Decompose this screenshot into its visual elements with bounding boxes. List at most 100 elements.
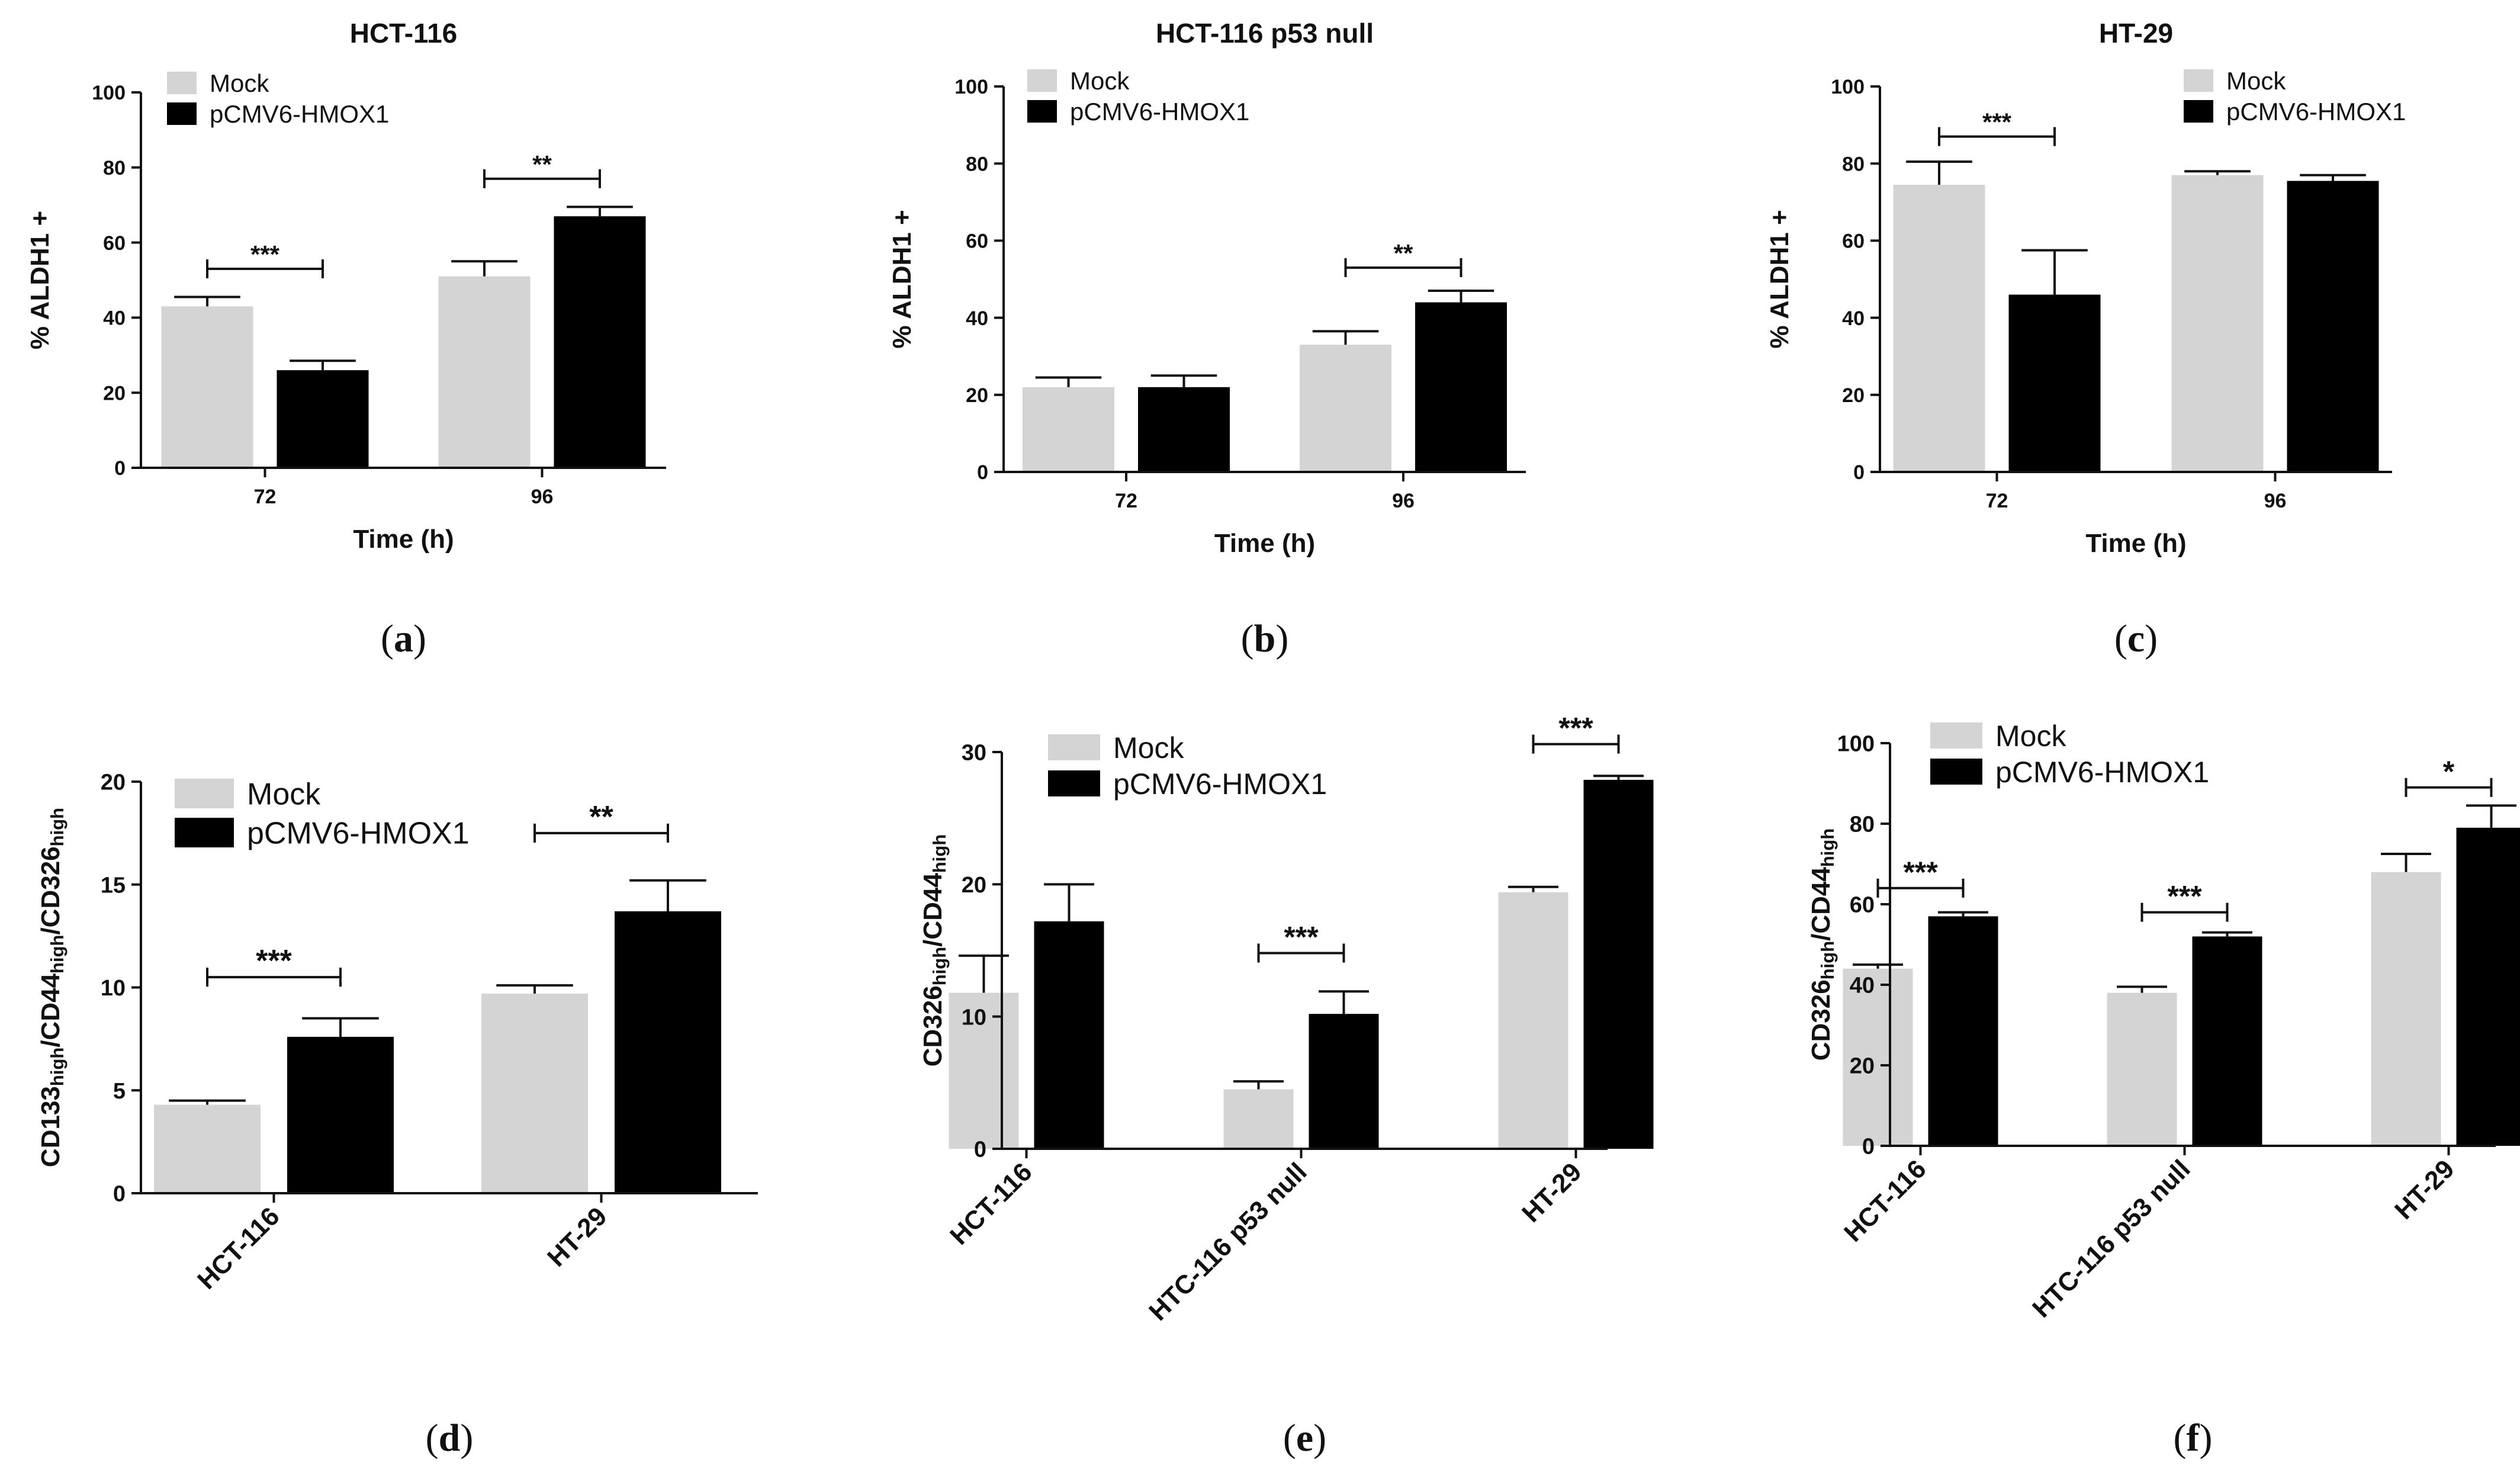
y-tick-label: 100 (92, 82, 126, 104)
bar-c-hmox1-1 (2287, 181, 2379, 472)
x-axis-label: Time (h) (353, 525, 454, 554)
significance-label: *** (256, 944, 292, 978)
significance-label: *** (1558, 712, 1593, 745)
legend-swatch-hmox1 (2184, 100, 2213, 123)
y-tick-label: 80 (103, 157, 126, 179)
y-tick-label: 100 (1837, 732, 1875, 757)
y-tick-label: 60 (103, 232, 126, 255)
caption-paren-close: ) (460, 1416, 473, 1460)
caption-paren-open: ( (2114, 617, 2127, 660)
legend-label-hmox1: pCMV6-HMOX1 (1113, 767, 1327, 801)
legend-swatch-mock (1048, 734, 1100, 760)
y-tick-label: 15 (101, 873, 126, 898)
y-axis-label-part: /CD44 (1807, 867, 1836, 941)
chart-panel-c: HT-29 0 20 40 60 80 100 72 96 Time (h) % ALDH1 + Mo… (1765, 18, 2406, 660)
significance-label: *** (1284, 920, 1319, 953)
legend-label-hmox1: pCMV6-HMOX1 (247, 817, 470, 851)
caption-paren-close: ) (2199, 1416, 2212, 1460)
bar-b-mock-0 (1023, 387, 1114, 472)
bar-e-hmox1-2 (1583, 779, 1654, 1149)
y-tick-label: 60 (1842, 230, 1865, 253)
bar-a-hmox1-1 (554, 216, 646, 468)
panel-caption: (f) (2174, 1416, 2213, 1460)
caption-paren-close: ) (1275, 617, 1288, 660)
bar-d-hmox1-1 (615, 911, 721, 1193)
legend-label-mock: Mock (210, 69, 269, 97)
y-tick-label: 40 (1850, 974, 1875, 998)
y-tick-label: 40 (103, 307, 126, 330)
bar-f-hmox1-0 (1928, 916, 1998, 1146)
y-axis-label-subscript: high (47, 1048, 68, 1086)
legend-label-mock: Mock (2226, 67, 2286, 95)
bar-e-mock-2 (1498, 892, 1568, 1149)
legend-label-hmox1: pCMV6-HMOX1 (1070, 98, 1249, 126)
x-tick-label: HCT-116 (192, 1201, 285, 1294)
y-axis-label: % ALDH1 + (888, 210, 917, 348)
significance-label: ** (1394, 239, 1413, 267)
x-tick-label: 96 (1392, 490, 1415, 512)
bar-d-hmox1-0 (287, 1036, 394, 1193)
x-tick-label: 96 (531, 486, 554, 508)
y-tick-label: 20 (1842, 384, 1865, 407)
legend-label-hmox1: pCMV6-HMOX1 (2226, 98, 2406, 126)
bar-e-hmox1-1 (1309, 1014, 1379, 1149)
bar-b-mock-1 (1300, 345, 1391, 472)
y-tick-label: 80 (1850, 812, 1875, 837)
caption-paren-open: ( (1241, 617, 1254, 660)
y-axis-label-part: /CD44 (36, 973, 65, 1047)
legend-swatch-hmox1 (1027, 100, 1057, 123)
legend-swatch-mock (1027, 69, 1057, 92)
y-tick-label: 0 (114, 457, 126, 480)
y-tick-label: 0 (1853, 461, 1865, 484)
bar-c-mock-0 (1893, 185, 1985, 472)
chart-panel-f: 0 20 40 60 80 100 HCT-116 HTC-116 p53 null HT-29… (1807, 719, 2520, 1460)
legend-swatch-mock (1930, 722, 1982, 748)
y-axis-label-subscript: high (929, 947, 950, 985)
y-tick-label: 0 (974, 1138, 986, 1162)
panel-caption: (e) (1283, 1416, 1326, 1460)
y-tick-label: 60 (966, 230, 988, 253)
panel-caption: (a) (381, 617, 426, 660)
y-axis-label-part: CD326 (1807, 979, 1836, 1061)
y-tick-label: 40 (1842, 307, 1865, 330)
caption-paren-open: ( (381, 617, 394, 660)
legend-swatch-hmox1 (167, 102, 197, 125)
x-tick-label: 96 (2264, 490, 2287, 512)
x-tick-label: HT-29 (2389, 1154, 2460, 1225)
bar-d-mock-0 (154, 1104, 261, 1193)
y-tick-label: 60 (1850, 893, 1875, 918)
x-tick-label: 72 (254, 486, 277, 508)
y-axis-label: CD133high/CD44high/CD326high (36, 808, 68, 1167)
y-tick-label: 20 (962, 873, 986, 898)
chart-title: HCT-116 p53 null (1156, 18, 1374, 49)
y-tick-label: 40 (966, 307, 988, 330)
caption-letter: c (2127, 617, 2145, 660)
chart-panel-e: 0 10 20 30 HCT-116 HTC-116 p53 null HT-29 CD326… (918, 712, 1654, 1460)
y-axis-label-subscript: high (47, 935, 68, 974)
x-tick-label: HTC-116 p53 null (2027, 1154, 2196, 1323)
y-tick-label: 5 (113, 1079, 126, 1104)
y-axis-label: CD326high/CD44high (1807, 828, 1838, 1061)
bar-f-mock-0 (1843, 968, 1913, 1146)
caption-letter: e (1296, 1416, 1313, 1460)
y-axis-label-part: /CD44 (918, 873, 947, 947)
caption-letter: b (1254, 617, 1276, 660)
y-axis-label-subscript: high (1817, 828, 1838, 867)
caption-letter: d (439, 1416, 461, 1460)
x-tick-label: 72 (1115, 490, 1137, 512)
panel-caption: (b) (1241, 617, 1289, 660)
bar-e-hmox1-0 (1034, 921, 1104, 1149)
legend-swatch-hmox1 (175, 818, 234, 847)
caption-paren-close: ) (1313, 1416, 1326, 1460)
caption-paren-close: ) (2145, 617, 2158, 660)
caption-paren-open: ( (1283, 1416, 1296, 1460)
y-axis-label-subscript: high (1817, 941, 1838, 979)
x-tick-label: HT-29 (542, 1201, 612, 1272)
bar-c-mock-1 (2171, 175, 2264, 472)
y-axis-label-part: /CD326 (36, 846, 65, 934)
x-tick-label: HT-29 (1516, 1157, 1587, 1228)
bar-f-mock-1 (2107, 992, 2177, 1146)
significance-label: *** (2167, 880, 2202, 913)
y-tick-label: 0 (1862, 1135, 1875, 1159)
